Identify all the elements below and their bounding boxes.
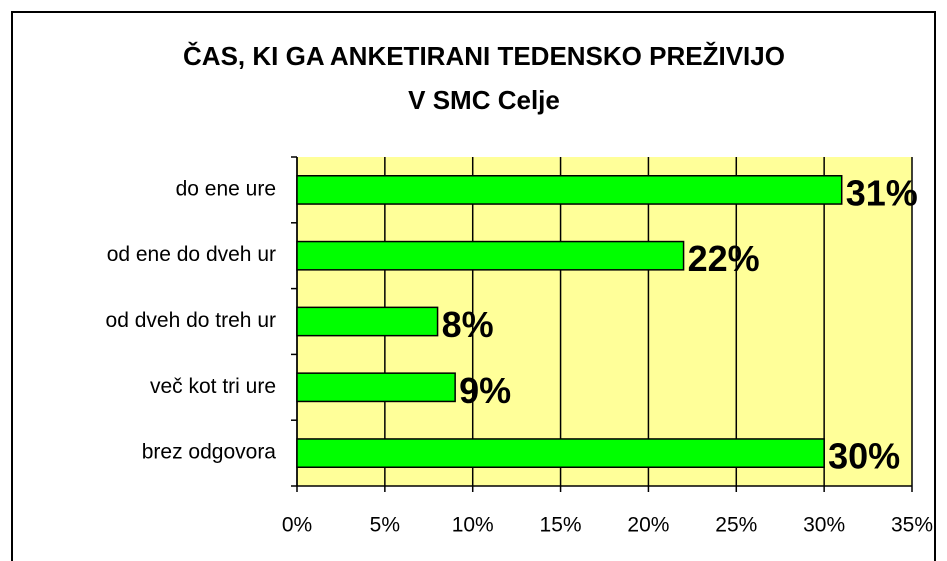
y-tick-label: do ene ure (176, 177, 276, 200)
value-label: 8% (442, 304, 494, 345)
value-label: 22% (688, 238, 760, 279)
x-tick-label: 20% (627, 514, 669, 537)
y-tick-label: več kot tri ure (150, 375, 276, 398)
x-tick-label: 5% (370, 514, 400, 537)
bar (296, 372, 456, 403)
x-tick-label: 25% (715, 514, 757, 537)
bar (296, 438, 825, 468)
x-tick-label: 0% (282, 514, 312, 537)
x-tick-label: 30% (803, 514, 845, 537)
bar (296, 240, 685, 271)
value-label: 30% (828, 436, 900, 477)
x-tick-label: 15% (540, 514, 582, 537)
y-tick-label: od dveh do treh ur (106, 309, 276, 332)
value-label: 9% (459, 370, 511, 411)
bar (296, 175, 843, 205)
x-tick-label: 10% (452, 514, 494, 537)
x-tick-label: 35% (891, 514, 933, 537)
y-tick-label: brez odgovora (142, 441, 277, 464)
bar (296, 306, 439, 337)
chart-title: ČAS, KI GA ANKETIRANI TEDENSKO PREŽIVIJO (183, 41, 785, 71)
y-tick-label: od ene do dveh ur (107, 243, 276, 266)
value-label: 31% (846, 172, 918, 213)
chart-title: V SMC Celje (408, 85, 560, 115)
